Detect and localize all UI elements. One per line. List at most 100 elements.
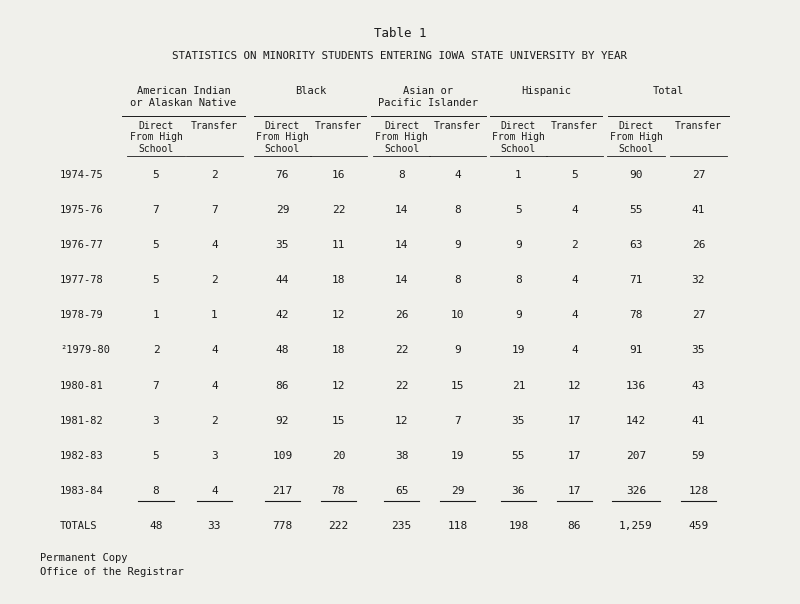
Text: 5: 5 xyxy=(153,275,159,286)
Text: 9: 9 xyxy=(454,240,461,251)
Text: 48: 48 xyxy=(276,345,289,356)
Text: 217: 217 xyxy=(272,486,293,496)
Text: TOTALS: TOTALS xyxy=(60,521,98,531)
Text: 5: 5 xyxy=(153,451,159,461)
Text: 92: 92 xyxy=(276,416,289,426)
Text: Asian or
Pacific Islander: Asian or Pacific Islander xyxy=(378,86,478,108)
Text: 86: 86 xyxy=(276,381,289,391)
Text: 16: 16 xyxy=(332,170,345,181)
Text: 78: 78 xyxy=(332,486,345,496)
Text: Transfer: Transfer xyxy=(675,121,722,131)
Text: 41: 41 xyxy=(692,205,705,216)
Text: 1974-75: 1974-75 xyxy=(60,170,104,181)
Text: 1976-77: 1976-77 xyxy=(60,240,104,251)
Text: 27: 27 xyxy=(692,310,705,321)
Text: 43: 43 xyxy=(692,381,705,391)
Text: 9: 9 xyxy=(515,310,522,321)
Text: 1,259: 1,259 xyxy=(619,521,653,531)
Text: Direct
From High
School: Direct From High School xyxy=(130,121,182,154)
Text: Black: Black xyxy=(294,86,326,96)
Text: 4: 4 xyxy=(211,240,218,251)
Text: 222: 222 xyxy=(328,521,349,531)
Text: Hispanic: Hispanic xyxy=(522,86,571,96)
Text: 109: 109 xyxy=(272,451,293,461)
Text: 1982-83: 1982-83 xyxy=(60,451,104,461)
Text: 235: 235 xyxy=(391,521,412,531)
Text: 26: 26 xyxy=(395,310,408,321)
Text: 22: 22 xyxy=(395,345,408,356)
Text: 2: 2 xyxy=(211,275,218,286)
Text: 19: 19 xyxy=(451,451,464,461)
Text: 42: 42 xyxy=(276,310,289,321)
Text: 4: 4 xyxy=(211,345,218,356)
Text: 86: 86 xyxy=(568,521,581,531)
Text: Direct
From High
School: Direct From High School xyxy=(610,121,662,154)
Text: 207: 207 xyxy=(626,451,646,461)
Text: 1980-81: 1980-81 xyxy=(60,381,104,391)
Text: 36: 36 xyxy=(512,486,525,496)
Text: 14: 14 xyxy=(395,205,408,216)
Text: 2: 2 xyxy=(211,416,218,426)
Text: 33: 33 xyxy=(208,521,221,531)
Text: 14: 14 xyxy=(395,240,408,251)
Text: 136: 136 xyxy=(626,381,646,391)
Text: 5: 5 xyxy=(515,205,522,216)
Text: 21: 21 xyxy=(512,381,525,391)
Text: 118: 118 xyxy=(447,521,468,531)
Text: 778: 778 xyxy=(272,521,293,531)
Text: 198: 198 xyxy=(508,521,529,531)
Text: 22: 22 xyxy=(332,205,345,216)
Text: 1: 1 xyxy=(211,310,218,321)
Text: 17: 17 xyxy=(568,451,581,461)
Text: 3: 3 xyxy=(153,416,159,426)
Text: 12: 12 xyxy=(332,310,345,321)
Text: 7: 7 xyxy=(454,416,461,426)
Text: 7: 7 xyxy=(211,205,218,216)
Text: 91: 91 xyxy=(630,345,642,356)
Text: ²1979-80: ²1979-80 xyxy=(60,345,110,356)
Text: 4: 4 xyxy=(211,381,218,391)
Text: 20: 20 xyxy=(332,451,345,461)
Text: Direct
From High
School: Direct From High School xyxy=(256,121,309,154)
Text: 44: 44 xyxy=(276,275,289,286)
Text: 1977-78: 1977-78 xyxy=(60,275,104,286)
Text: 19: 19 xyxy=(512,345,525,356)
Text: 7: 7 xyxy=(153,381,159,391)
Text: 5: 5 xyxy=(571,170,578,181)
Text: 8: 8 xyxy=(454,275,461,286)
Text: 4: 4 xyxy=(571,275,578,286)
Text: 29: 29 xyxy=(451,486,464,496)
Text: 1975-76: 1975-76 xyxy=(60,205,104,216)
Text: 17: 17 xyxy=(568,416,581,426)
Text: 3: 3 xyxy=(211,451,218,461)
Text: Direct
From High
School: Direct From High School xyxy=(492,121,545,154)
Text: 1: 1 xyxy=(153,310,159,321)
Text: STATISTICS ON MINORITY STUDENTS ENTERING IOWA STATE UNIVERSITY BY YEAR: STATISTICS ON MINORITY STUDENTS ENTERING… xyxy=(173,51,627,62)
Text: 18: 18 xyxy=(332,275,345,286)
Text: 1978-79: 1978-79 xyxy=(60,310,104,321)
Text: 65: 65 xyxy=(395,486,408,496)
Text: 48: 48 xyxy=(150,521,162,531)
Text: 78: 78 xyxy=(630,310,642,321)
Text: 8: 8 xyxy=(454,205,461,216)
Text: Permanent Copy
Office of the Registrar: Permanent Copy Office of the Registrar xyxy=(40,553,184,577)
Text: 38: 38 xyxy=(395,451,408,461)
Text: 12: 12 xyxy=(332,381,345,391)
Text: 12: 12 xyxy=(395,416,408,426)
Text: 2: 2 xyxy=(571,240,578,251)
Text: 76: 76 xyxy=(276,170,289,181)
Text: 2: 2 xyxy=(211,170,218,181)
Text: 63: 63 xyxy=(630,240,642,251)
Text: American Indian
or Alaskan Native: American Indian or Alaskan Native xyxy=(130,86,237,108)
Text: 35: 35 xyxy=(276,240,289,251)
Text: 35: 35 xyxy=(512,416,525,426)
Text: 142: 142 xyxy=(626,416,646,426)
Text: 22: 22 xyxy=(395,381,408,391)
Text: 9: 9 xyxy=(454,345,461,356)
Text: 4: 4 xyxy=(454,170,461,181)
Text: 5: 5 xyxy=(153,240,159,251)
Text: 15: 15 xyxy=(451,381,464,391)
Text: 14: 14 xyxy=(395,275,408,286)
Text: 18: 18 xyxy=(332,345,345,356)
Text: 90: 90 xyxy=(630,170,642,181)
